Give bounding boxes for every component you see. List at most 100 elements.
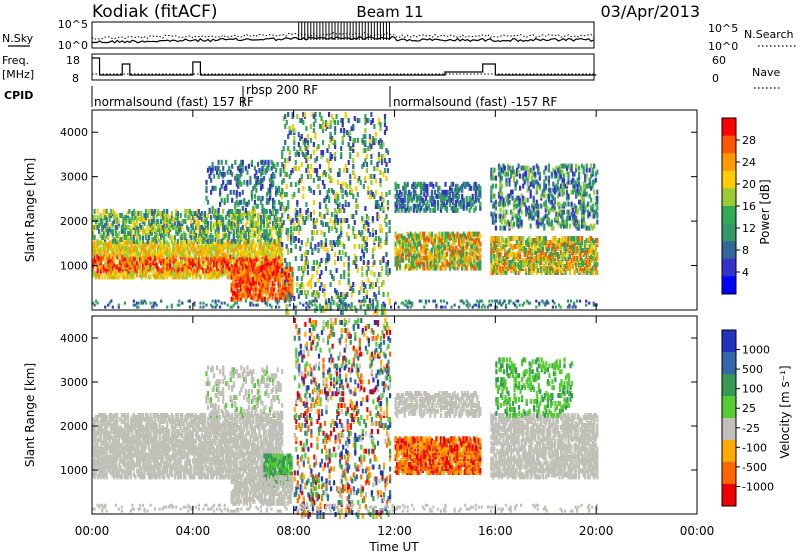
- data-cell: [178, 226, 181, 232]
- data-cell: [122, 224, 125, 230]
- data-cell: [265, 234, 269, 240]
- data-cell: [439, 241, 443, 247]
- data-cell: [257, 294, 261, 300]
- data-cell: [134, 240, 137, 246]
- data-cell: [128, 238, 131, 244]
- data-cell: [101, 234, 104, 240]
- data-cell: [367, 216, 370, 221]
- data-cell: [270, 210, 273, 216]
- data-cell: [255, 256, 258, 262]
- data-cell: [157, 266, 160, 272]
- data-cell: [411, 263, 414, 269]
- data-cell: [468, 183, 471, 189]
- data-cell: [364, 118, 367, 123]
- data-cell: [191, 222, 194, 228]
- data-cell: [379, 122, 382, 127]
- data-cell: [123, 256, 126, 262]
- data-cell: [116, 232, 119, 238]
- data-cell: [267, 260, 270, 266]
- data-cell: [268, 280, 271, 286]
- data-cell: [373, 310, 376, 315]
- data-cell: [116, 254, 119, 260]
- data-cell: [137, 242, 140, 248]
- data-cell: [543, 264, 546, 269]
- data-cell: [104, 222, 107, 228]
- data-cell: [373, 260, 376, 265]
- data-cell: [503, 252, 507, 257]
- data-cell: [473, 181, 476, 187]
- data-cell: [444, 203, 447, 209]
- data-cell: [323, 284, 326, 289]
- data-cell: [456, 195, 459, 201]
- data-cell: [286, 268, 289, 274]
- data-cell: [129, 262, 132, 268]
- data-cell: [125, 234, 128, 240]
- data-cell: [95, 240, 98, 246]
- data-cell: [394, 247, 397, 253]
- data-cell: [532, 258, 535, 263]
- data-cell: [300, 174, 303, 179]
- data-cell: [113, 274, 116, 280]
- data-cell: [511, 262, 514, 267]
- data-cell: [367, 304, 370, 309]
- data-cell: [272, 171, 275, 177]
- data-cell: [308, 170, 311, 175]
- data-cell: [383, 240, 387, 245]
- data-cell: [511, 268, 514, 273]
- data-cell: [364, 310, 367, 315]
- data-cell: [429, 253, 432, 259]
- data-cell: [269, 254, 272, 260]
- data-cell: [335, 218, 338, 223]
- data-cell: [129, 256, 132, 262]
- data-cell: [131, 270, 134, 276]
- data-cell: [386, 260, 390, 265]
- data-cell: [565, 242, 569, 247]
- data-cell: [462, 251, 465, 257]
- frequency-trace: [92, 57, 597, 76]
- data-cell: [500, 270, 504, 275]
- data-cell: [499, 195, 502, 201]
- data-cell: [525, 268, 528, 273]
- data-cell: [347, 202, 350, 207]
- data-cell: [320, 154, 323, 159]
- data-cell: [452, 249, 455, 255]
- data-cell: [436, 253, 440, 259]
- data-cell: [213, 256, 216, 262]
- data-cell: [256, 250, 260, 256]
- data-cell: [290, 234, 293, 239]
- data-cell: [290, 230, 293, 235]
- data-cell: [358, 118, 361, 123]
- data-cell: [343, 302, 346, 307]
- data-cell: [287, 248, 290, 253]
- data-cell: [408, 207, 411, 213]
- data-cell: [235, 220, 238, 226]
- data-cell: [294, 182, 297, 187]
- data-cell: [337, 194, 340, 199]
- data-cell: [347, 266, 350, 271]
- data-cell: [259, 220, 263, 226]
- data-cell: [235, 254, 238, 260]
- data-cell: [581, 240, 584, 245]
- data-cell: [243, 232, 246, 238]
- data-cell: [270, 242, 273, 248]
- data-cell: [123, 240, 126, 246]
- data-cell: [208, 240, 211, 246]
- data-cell: [347, 142, 350, 147]
- data-cell: [408, 263, 411, 269]
- data-cell: [230, 296, 233, 302]
- data-cell: [347, 262, 350, 267]
- data-cell: [240, 248, 243, 254]
- data-cell: [535, 240, 538, 245]
- data-cell: [258, 224, 261, 230]
- data-cell: [343, 218, 346, 223]
- data-cell: [164, 218, 167, 224]
- data-cell: [129, 240, 132, 246]
- data-cell: [137, 250, 140, 256]
- data-cell: [388, 268, 391, 273]
- data-cell: [173, 234, 176, 240]
- data-cell: [275, 189, 278, 195]
- data-cell: [190, 266, 193, 272]
- data-cell: [252, 205, 255, 211]
